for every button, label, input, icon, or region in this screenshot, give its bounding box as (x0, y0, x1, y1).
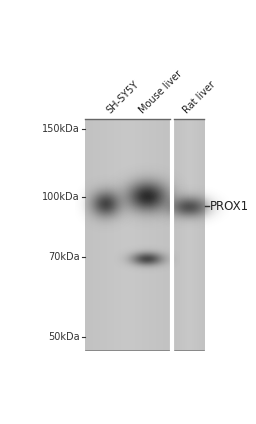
Text: Rat liver: Rat liver (182, 80, 217, 116)
Text: 100kDa: 100kDa (42, 192, 80, 202)
Bar (85, 119, 170, 350)
Text: 50kDa: 50kDa (48, 332, 80, 342)
Text: Mouse liver: Mouse liver (137, 69, 184, 116)
Text: 70kDa: 70kDa (48, 252, 80, 262)
Text: SH-SY5Y: SH-SY5Y (105, 79, 141, 116)
Bar (174, 119, 204, 350)
Text: 150kDa: 150kDa (42, 124, 80, 134)
Text: PROX1: PROX1 (209, 200, 249, 213)
